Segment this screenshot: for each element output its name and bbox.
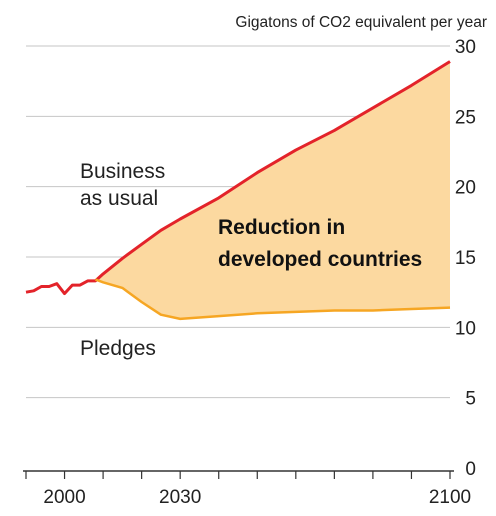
y-tick-label-15: 15 [455, 248, 476, 269]
bau-label-line2: as usual [80, 187, 158, 210]
reduction-label-line1: Reduction in [218, 216, 345, 239]
x-tick-label-2100: 2100 [429, 487, 471, 508]
business-as-usual-line [25, 60, 451, 296]
y-tick-labels: 0 5 10 15 20 25 30 [455, 37, 476, 480]
y-tick-label-0: 0 [465, 459, 476, 480]
x-tick-labels: 2000 2030 2100 [43, 487, 471, 508]
x-tick-label-2030: 2030 [159, 487, 201, 508]
y-tick-label-20: 20 [455, 178, 476, 199]
y-axis-unit-label: Gigatons of CO2 equivalent per year [235, 14, 487, 31]
pledges-label: Pledges [80, 337, 156, 360]
reduction-area [95, 61, 451, 319]
y-tick-label-10: 10 [455, 318, 476, 339]
y-tick-label-5: 5 [465, 389, 476, 410]
reduction-label-line2: developed countries [218, 248, 422, 271]
x-tick-label-2000: 2000 [43, 487, 85, 508]
y-tick-label-25: 25 [455, 107, 476, 128]
x-axis-ticks [25, 471, 451, 479]
pledges-line [94, 278, 451, 321]
y-tick-label-30: 30 [455, 37, 476, 58]
bau-label-line1: Business [80, 160, 165, 183]
